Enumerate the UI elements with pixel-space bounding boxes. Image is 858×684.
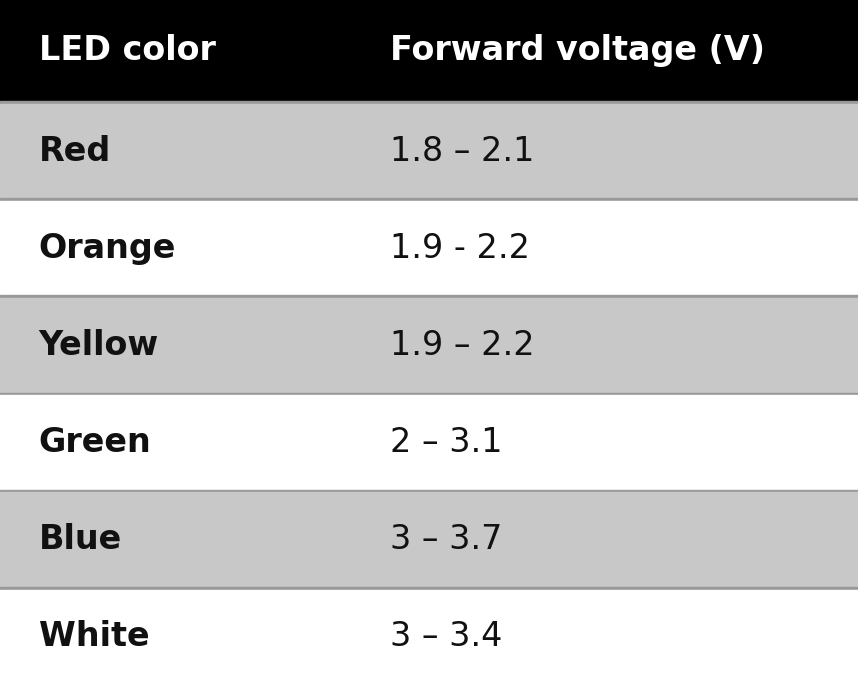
Text: Forward voltage (V): Forward voltage (V)	[390, 34, 765, 67]
Bar	[0, 587, 858, 590]
Text: 2 – 3.1: 2 – 3.1	[390, 426, 503, 459]
Text: Yellow: Yellow	[39, 329, 159, 362]
Text: 1.9 – 2.2: 1.9 – 2.2	[390, 329, 535, 362]
Text: 3 – 3.4: 3 – 3.4	[390, 620, 503, 653]
Text: Green: Green	[39, 426, 151, 459]
Text: Orange: Orange	[39, 232, 176, 265]
Text: White: White	[39, 620, 149, 653]
Bar	[0, 101, 858, 104]
Bar	[0, 0, 858, 101]
Bar	[0, 198, 858, 201]
Bar	[0, 492, 858, 587]
Bar	[0, 295, 858, 298]
Text: 3 – 3.7: 3 – 3.7	[390, 523, 503, 556]
Bar	[0, 395, 858, 490]
Text: 1.8 – 2.1: 1.8 – 2.1	[390, 135, 535, 168]
Bar	[0, 590, 858, 684]
Text: Blue: Blue	[39, 523, 122, 556]
Bar	[0, 393, 858, 395]
Text: Red: Red	[39, 135, 111, 168]
Bar	[0, 201, 858, 295]
Bar	[0, 298, 858, 393]
Text: 1.9 - 2.2: 1.9 - 2.2	[390, 232, 530, 265]
Text: LED color: LED color	[39, 34, 215, 67]
Bar	[0, 104, 858, 198]
Bar	[0, 490, 858, 492]
